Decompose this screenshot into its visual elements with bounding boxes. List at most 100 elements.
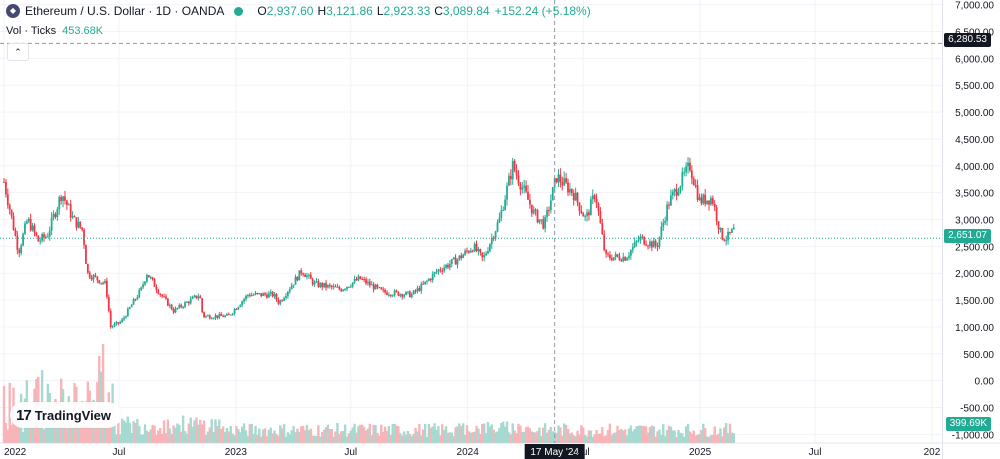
- candle-body: [357, 276, 360, 281]
- candle-body: [214, 315, 217, 319]
- candle-body: [370, 284, 373, 286]
- volume-bar: [490, 424, 493, 443]
- volume-bar: [195, 417, 198, 443]
- candle-body: [690, 170, 693, 179]
- volume-bar: [210, 419, 213, 443]
- volume-bar: [635, 426, 638, 443]
- candle-body: [513, 160, 516, 171]
- candle-body: [729, 231, 731, 233]
- time-axis[interactable]: 2022 Jul 2023 Jul 2024 Jul 2025 Jul 202: [4, 447, 941, 458]
- volume-bar: [463, 434, 467, 443]
- candle-body: [12, 216, 15, 231]
- volume-bar: [429, 427, 433, 443]
- candle-body: [595, 199, 598, 204]
- candle-body: [612, 257, 615, 261]
- candle-body: [439, 269, 442, 271]
- candle-body: [180, 304, 183, 307]
- candle-body: [115, 322, 118, 324]
- candle-body: [35, 232, 38, 236]
- volume-bar: [719, 428, 722, 443]
- candle-body: [378, 287, 381, 289]
- symbol-title[interactable]: Ethereum / U.S. Dollar · 1D · OANDA: [25, 4, 225, 18]
- candle-body: [290, 285, 293, 290]
- volume-bar: [538, 427, 541, 443]
- volume-bar: [303, 430, 307, 443]
- volume-bar: [627, 428, 631, 443]
- market-status-icon[interactable]: [234, 6, 244, 16]
- candle-body: [428, 278, 430, 281]
- candle-body: [113, 323, 116, 327]
- volume-bar: [530, 431, 533, 443]
- volume-bar: [319, 436, 322, 443]
- volume-bar: [717, 433, 720, 443]
- volume-bar: [82, 418, 86, 443]
- volume-bar: [260, 436, 263, 443]
- candle-body: [473, 243, 476, 252]
- candle-body: [134, 299, 137, 301]
- volume-bar: [557, 425, 560, 443]
- volume-bar: [589, 430, 593, 443]
- candle-body: [27, 218, 30, 222]
- volume-bar: [79, 426, 82, 443]
- volume-bar: [4, 423, 8, 443]
- volume-label[interactable]: Vol · Ticks: [6, 25, 57, 37]
- volume-bar: [726, 432, 730, 443]
- candle-body: [469, 250, 472, 253]
- candle-body: [109, 310, 112, 328]
- candle-body: [649, 241, 651, 246]
- candle-body: [664, 220, 667, 223]
- volume-bar: [132, 421, 135, 443]
- candle-body: [142, 284, 144, 288]
- tradingview-logo[interactable]: 17 TradingView: [10, 402, 122, 428]
- ohlc-low-value: 2,923.33: [383, 4, 431, 18]
- candle-body: [189, 298, 192, 304]
- volume-bar: [492, 429, 495, 443]
- candle-body: [730, 229, 733, 233]
- volume-bar: [389, 434, 392, 443]
- volume-bar: [347, 433, 351, 443]
- candle-body: [92, 275, 95, 280]
- candle-body: [3, 181, 5, 183]
- candle-body: [386, 292, 388, 295]
- candle-body: [220, 313, 223, 316]
- candle-body: [530, 204, 533, 214]
- candle-body: [418, 288, 421, 291]
- volume-bar: [208, 427, 211, 443]
- volume-bar: [498, 427, 501, 443]
- candle-body: [56, 209, 59, 217]
- candle-body: [732, 227, 735, 230]
- candle-body: [231, 313, 234, 315]
- candle-body: [176, 308, 179, 310]
- volume-bar: [56, 425, 59, 443]
- candle-body: [603, 234, 606, 251]
- candle-body: [224, 315, 226, 318]
- ohlc-high-value: 3,121.86: [326, 4, 373, 18]
- candle-body: [452, 257, 455, 260]
- volume-bar: [119, 434, 122, 443]
- collapse-legend-button[interactable]: ⌃: [7, 43, 29, 61]
- volume-bar: [612, 432, 615, 443]
- volume-bar: [404, 434, 408, 443]
- volume-bar: [679, 432, 682, 443]
- candle-body: [639, 236, 642, 241]
- volume-bar: [341, 431, 345, 443]
- volume-bar: [410, 436, 413, 443]
- candle-body: [330, 285, 333, 288]
- volume-bar: [180, 431, 183, 443]
- candle-body: [81, 227, 84, 230]
- volume-bar: [420, 435, 423, 443]
- candle-body: [69, 204, 72, 218]
- crosshair-date-box: [524, 444, 585, 459]
- volume-bar: [623, 429, 627, 443]
- volume-bar: [444, 426, 448, 443]
- volume-bar: [427, 424, 431, 443]
- price-axis[interactable]: 7,000.006,500.006,000.005,500.005,000.00…: [952, 1, 995, 442]
- candle-body: [155, 286, 158, 291]
- volume-bar: [677, 429, 680, 443]
- volume-bar: [507, 432, 511, 443]
- volume-bar: [460, 425, 463, 443]
- volume-bar: [214, 419, 217, 443]
- volume-bar: [178, 424, 181, 443]
- candle-body: [302, 273, 305, 275]
